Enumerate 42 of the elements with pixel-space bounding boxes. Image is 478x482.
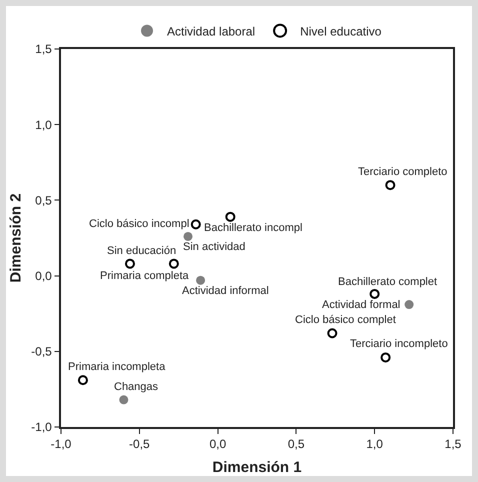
x-tick-label: 0,5: [288, 437, 305, 452]
y-tick-label: -0,5: [31, 344, 52, 359]
point: [225, 212, 236, 222]
annotation: Sin educación: [107, 245, 176, 257]
annotation: Bachillerato complet: [338, 276, 438, 288]
y-tick-label: 0,0: [35, 269, 52, 283]
point: [190, 219, 201, 230]
annotation: Terciario completo: [358, 166, 448, 178]
point: [385, 180, 396, 190]
annotation: Sin actividad: [183, 241, 246, 253]
annotation: Terciario incompleto: [350, 338, 448, 350]
point: [184, 232, 193, 241]
annotation: Actividad informal: [182, 285, 269, 297]
point: [124, 258, 135, 269]
point: [404, 300, 414, 310]
point: [380, 352, 391, 362]
annotation: Ciclo básico complet: [295, 314, 396, 326]
annotation: Actividad formal: [322, 299, 400, 311]
point: [327, 328, 338, 338]
x-tick-label: -1,0: [50, 437, 72, 452]
legend-label: Nivel educativo: [300, 24, 382, 38]
point: [119, 395, 128, 404]
point: [196, 276, 206, 285]
x-tick-label: 1,0: [366, 437, 384, 452]
x-axis-title: Dimensión 1: [212, 459, 302, 476]
point: [78, 375, 88, 386]
point: [370, 288, 380, 299]
annotation: Primaria incompleta: [68, 361, 166, 373]
x-tick-label: -0,5: [129, 437, 150, 452]
annotation: Bachillerato incompl: [204, 222, 302, 234]
y-tick-label: 0,5: [35, 193, 52, 208]
y-tick-label: 1,0: [35, 118, 52, 132]
y-tick-label: 1,5: [35, 42, 52, 56]
annotation: Ciclo básico incompl: [89, 218, 190, 230]
x-tick-label: 0,0: [209, 437, 226, 452]
point: [168, 258, 179, 269]
y-axis-title: Dimensión 2: [8, 193, 24, 283]
x-tick-label: 1,5: [444, 437, 462, 452]
y-tick-label: -1,0: [31, 420, 52, 434]
annotation: Primaria completa: [100, 270, 190, 282]
annotation: Changas: [114, 381, 159, 393]
legend-label: Actividad laboral: [167, 24, 256, 38]
